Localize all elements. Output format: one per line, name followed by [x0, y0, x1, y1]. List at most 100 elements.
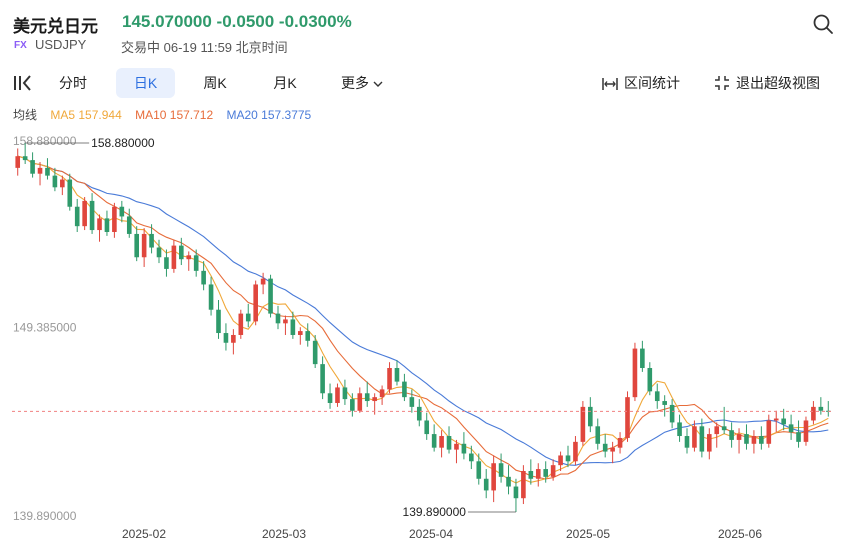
candle	[677, 414, 682, 442]
ma-lines	[17, 155, 829, 484]
candle-body	[744, 434, 749, 444]
min-price-label: 139.890000	[403, 505, 467, 519]
candle	[74, 198, 80, 232]
candle-body	[662, 401, 667, 405]
tab-more-label: 更多	[341, 75, 370, 91]
candle	[669, 399, 675, 429]
candle-body	[684, 436, 690, 448]
candle	[706, 428, 712, 460]
candle-body	[513, 486, 519, 499]
candle-body	[134, 233, 140, 258]
candle	[506, 465, 511, 495]
tab-weekly-k[interactable]: 周K	[203, 75, 227, 91]
candle-body	[543, 469, 549, 477]
candle-body	[811, 406, 816, 421]
candle-body	[379, 389, 385, 398]
candle	[126, 208, 132, 238]
candle	[82, 197, 87, 231]
candle	[275, 305, 281, 330]
candle	[394, 360, 400, 386]
tab-intraday[interactable]: 分时	[59, 75, 87, 91]
candle	[461, 432, 467, 460]
candle	[580, 401, 586, 446]
candle	[149, 224, 154, 254]
candle-body	[22, 156, 28, 161]
candle-body	[37, 167, 43, 174]
candle-body	[387, 368, 392, 390]
candle	[431, 424, 437, 452]
candle-body	[483, 478, 489, 491]
candle-body	[223, 333, 229, 343]
candle-body	[126, 216, 132, 234]
candle	[483, 469, 489, 499]
exit-super-view-label: 退出超级视图	[736, 75, 820, 91]
candle-body	[602, 443, 608, 452]
candle	[290, 311, 296, 339]
ma-label: 均线	[13, 108, 38, 122]
candle	[543, 461, 549, 483]
candle-body	[528, 471, 534, 479]
range-icon	[602, 78, 618, 90]
candle-body	[535, 469, 541, 479]
candle	[439, 430, 444, 458]
candle	[30, 152, 35, 178]
candle-body	[179, 245, 184, 260]
candle	[684, 428, 690, 454]
ma5-line	[17, 155, 829, 484]
candle-body	[112, 206, 117, 232]
candle-body	[82, 200, 87, 227]
candle	[15, 148, 21, 176]
candle-body	[350, 399, 355, 411]
candle-body	[275, 313, 281, 324]
candle	[469, 445, 474, 470]
candle	[721, 406, 727, 435]
candle	[744, 424, 749, 450]
candle	[610, 441, 615, 464]
candle	[134, 226, 140, 262]
candle-body	[647, 368, 653, 392]
ma5-value: MA5 157.944	[50, 108, 122, 122]
candle	[781, 408, 786, 431]
candle-body	[97, 218, 102, 231]
range-stats-button[interactable]: 区间统计	[602, 68, 680, 98]
candle	[446, 426, 452, 454]
exit-super-view-button[interactable]: 退出超级视图	[714, 68, 820, 98]
candle-body	[320, 364, 325, 394]
candle-body	[357, 393, 363, 411]
search-icon[interactable]	[812, 13, 834, 35]
chart-grid: 158.880000 149.385000 139.890000 2025-02 202…	[13, 134, 762, 541]
candle-body	[231, 334, 236, 343]
candle	[729, 422, 734, 448]
max-price-label: 158.880000	[91, 136, 155, 150]
candle-body	[796, 432, 801, 442]
candle-body	[736, 434, 742, 440]
candle	[171, 239, 177, 273]
y-tick-label: 139.890000	[13, 509, 77, 523]
tab-more[interactable]: 更多	[332, 68, 392, 98]
candle-body	[692, 426, 697, 448]
candle	[112, 202, 117, 238]
candle-body	[372, 397, 377, 402]
tab-monthly-k[interactable]: 月K	[273, 75, 297, 91]
candle-body	[335, 387, 340, 403]
candle	[424, 412, 430, 440]
candle	[558, 451, 563, 471]
candlestick-chart[interactable]: 158.880000 149.385000 139.890000 2025-02 202…	[0, 130, 843, 554]
candle	[513, 478, 519, 512]
candle	[350, 393, 355, 417]
candle-body	[706, 434, 712, 452]
ma10-value: MA10 157.712	[135, 108, 214, 122]
x-tick-label: 2025-02	[122, 527, 166, 541]
candle-body	[245, 313, 251, 322]
collapse-panel-icon[interactable]	[13, 74, 33, 92]
candle-body	[238, 313, 244, 335]
candle	[625, 391, 630, 442]
candle	[156, 239, 162, 264]
tab-daily-k[interactable]: 日K	[116, 68, 175, 98]
candle	[535, 463, 541, 487]
candle-body	[803, 420, 809, 442]
candle-body	[104, 218, 110, 232]
candle	[208, 276, 214, 316]
candle-body	[588, 406, 593, 427]
candle-body	[364, 393, 370, 402]
